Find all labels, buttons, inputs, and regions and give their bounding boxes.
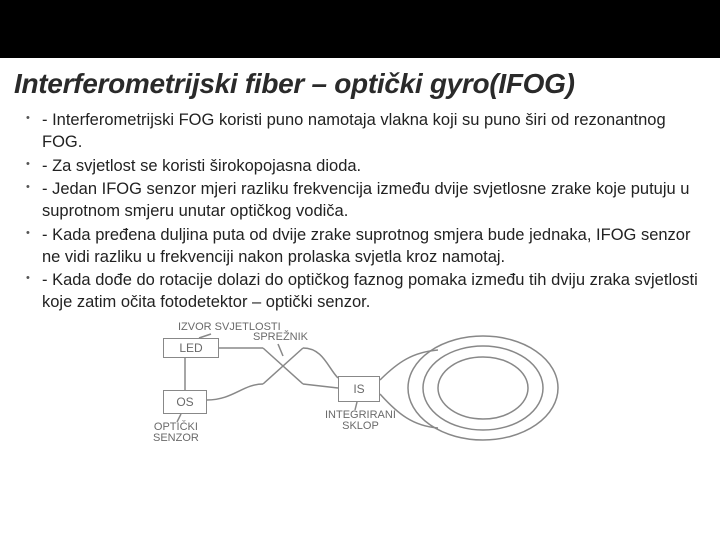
- bullet-list: - Interferometrijski FOG koristi puno na…: [14, 110, 702, 314]
- bullet-item: - Interferometrijski FOG koristi puno na…: [42, 110, 702, 154]
- top-bar: [0, 0, 720, 58]
- bullet-item: - Jedan IFOG senzor mjeri razliku frekve…: [42, 179, 702, 223]
- slide-title: Interferometrijski fiber – optički gyro(…: [14, 68, 702, 100]
- bullet-item: - Kada dođe do rotacije dolazi do optičk…: [42, 270, 702, 314]
- diagram-wires: [143, 322, 573, 472]
- ifog-diagram: IZVOR SVJETLOSTI LED SPREŽNIK OS OPTIČKI…: [143, 322, 573, 472]
- bullet-item: - Za svjetlost se koristi širokopojasna …: [42, 156, 702, 178]
- bullet-item: - Kada pređena duljina puta od dvije zra…: [42, 225, 702, 269]
- diagram-container: IZVOR SVJETLOSTI LED SPREŽNIK OS OPTIČKI…: [14, 322, 702, 472]
- slide-content: Interferometrijski fiber – optički gyro(…: [0, 58, 720, 472]
